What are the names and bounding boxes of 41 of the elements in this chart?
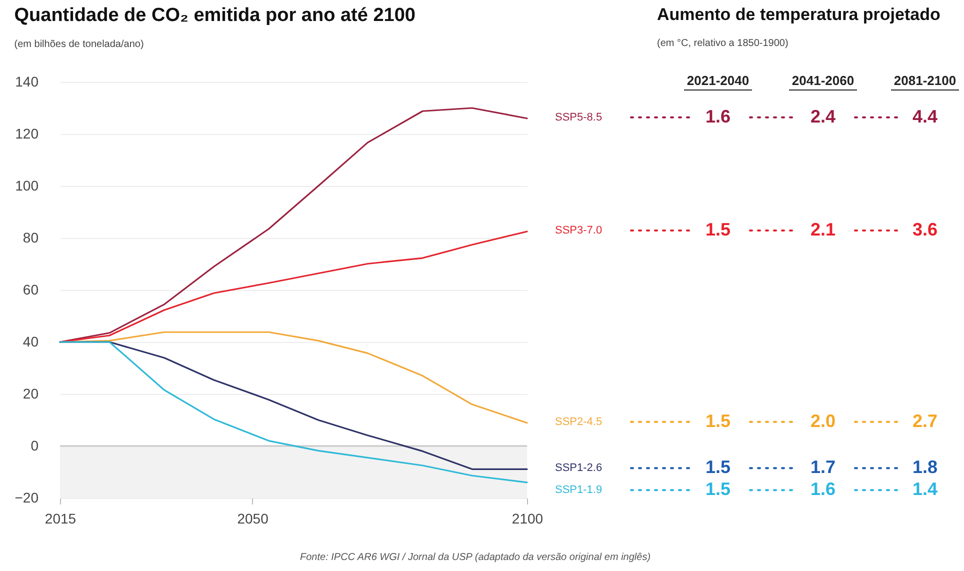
- text: SSP1-2.6: [555, 462, 602, 474]
- category-label: 2021-2040: [686, 73, 750, 88]
- data-label: 1.6: [705, 106, 731, 126]
- data-label: 2.4: [810, 106, 836, 126]
- y-tick-label: 40: [22, 334, 39, 350]
- data-label: 3.6: [912, 220, 938, 240]
- text: SSP2-4.5: [555, 416, 602, 428]
- category-label: 2041-2060: [792, 73, 854, 88]
- y-tick-label: 20: [22, 386, 39, 402]
- source-note: Fonte: IPCC AR6 WGI / Jornal da USP (adaptado da versão original em inglês): [300, 552, 651, 563]
- text: SSP5-8.5: [555, 111, 602, 124]
- text: SSP3-7.0: [555, 224, 602, 236]
- chart-subtitle: (em bilhões de tonelada/ano): [14, 39, 144, 50]
- y-tick-label: 100: [15, 178, 39, 194]
- data-label: 1.5: [705, 457, 731, 478]
- text: Aumento de temperatura projetado: [657, 5, 940, 24]
- y-tick-label: 60: [22, 282, 39, 298]
- y-tick-label: 80: [22, 230, 39, 246]
- chart-title: Quantidade de CO₂ emitida por ano até 2100: [14, 5, 416, 26]
- data-label: 1.4: [912, 479, 938, 500]
- data-label: 1.5: [705, 220, 731, 240]
- data-label: 1.6: [810, 479, 836, 500]
- data-label: 1.5: [705, 410, 731, 431]
- text: (em °C, relativo a 1850-1900): [657, 38, 788, 49]
- data-label: 1.8: [912, 457, 938, 478]
- y-tick-label: 140: [15, 74, 39, 90]
- x-tick-label: 2015: [44, 510, 76, 526]
- data-label: 1.5: [705, 479, 731, 500]
- x-tick-label: 2100: [512, 510, 544, 526]
- category-label: 2081-2100: [894, 73, 956, 88]
- data-label: 2.0: [810, 410, 836, 431]
- data-label: 2.7: [912, 410, 938, 431]
- data-label: 2.1: [810, 220, 836, 240]
- text: SSP1-1.9: [555, 484, 602, 496]
- line-series: [59, 230, 528, 343]
- x-tick-label: 2050: [237, 510, 269, 526]
- y-tick-label: −20: [14, 490, 39, 506]
- y-tick-label: 0: [30, 438, 39, 454]
- y-tick-label: 120: [15, 126, 39, 142]
- data-label: 4.4: [912, 106, 938, 126]
- data-label: 1.7: [810, 457, 836, 478]
